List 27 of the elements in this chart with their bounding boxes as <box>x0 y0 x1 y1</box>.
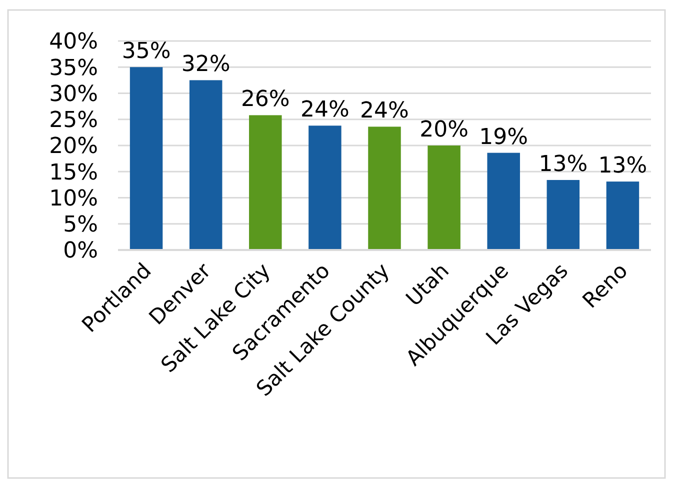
y-tick-label: 0% <box>63 238 98 264</box>
data-label: 19% <box>479 124 528 150</box>
bar <box>428 146 460 250</box>
y-tick-label: 15% <box>49 160 98 186</box>
y-tick-label: 40% <box>49 30 98 55</box>
data-label: 32% <box>181 52 230 78</box>
y-tick-label: 10% <box>49 186 98 212</box>
bar <box>368 126 401 250</box>
data-label: 24% <box>300 98 350 123</box>
data-label: 35% <box>122 39 171 64</box>
data-label: 20% <box>420 118 469 142</box>
bar <box>249 115 282 250</box>
y-tick-label: 25% <box>49 108 98 134</box>
y-tick-label: 30% <box>49 82 98 107</box>
bar <box>546 180 580 250</box>
y-tick-label: 20% <box>49 134 98 160</box>
bar <box>189 80 222 250</box>
bar <box>130 67 163 250</box>
bar <box>487 152 520 250</box>
y-tick-label: 5% <box>63 212 98 238</box>
data-label: 13% <box>538 152 588 177</box>
data-label: 13% <box>598 154 648 179</box>
bar <box>606 182 640 250</box>
data-label: 26% <box>240 87 290 112</box>
data-label: 24% <box>360 98 409 124</box>
y-tick-label: 35% <box>49 56 98 81</box>
bar <box>308 126 342 250</box>
